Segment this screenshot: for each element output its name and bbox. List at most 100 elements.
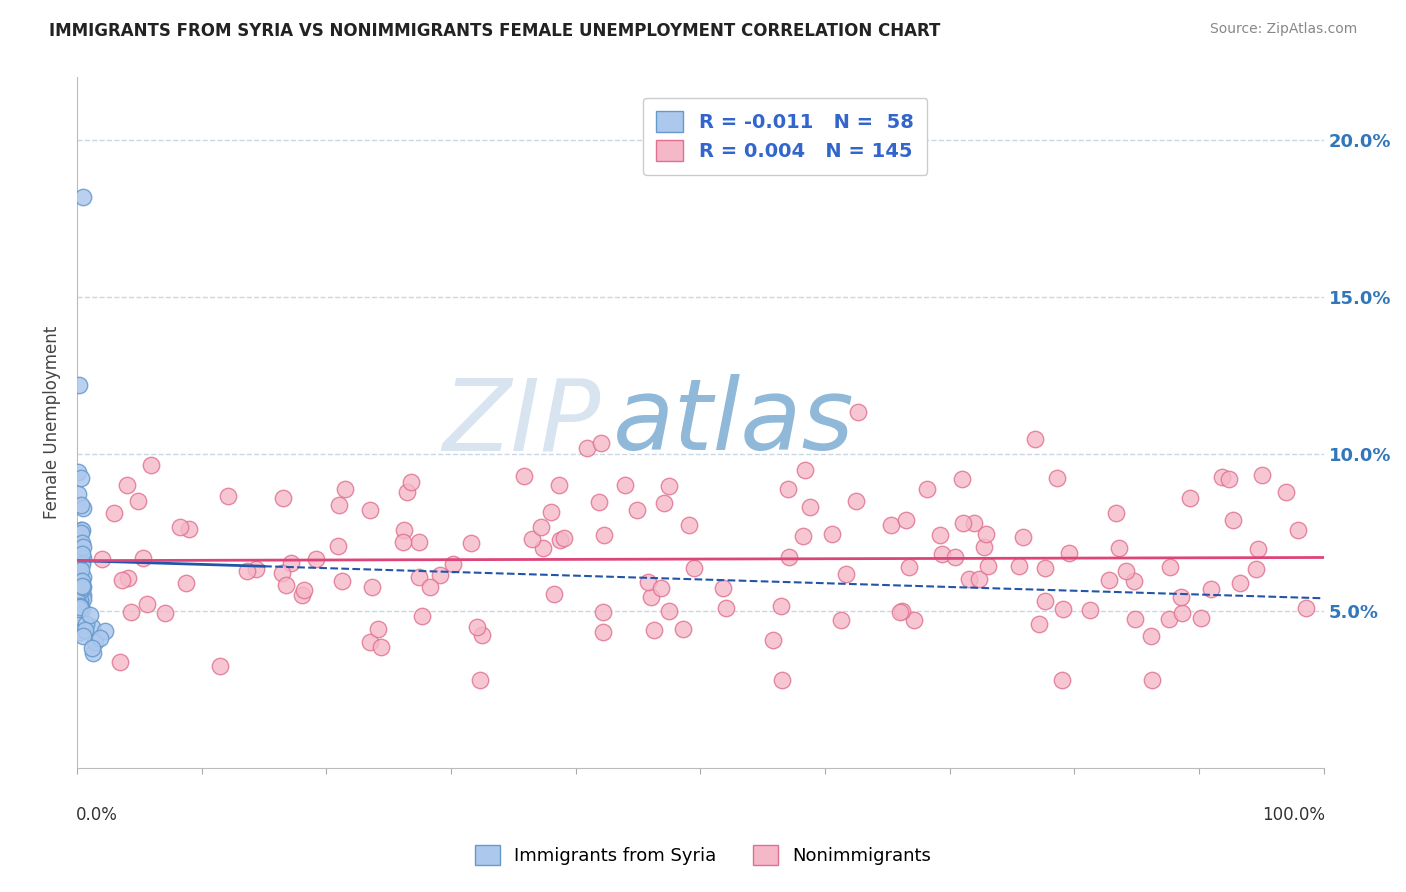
Point [1008, 558, 1031, 573]
Point [520, 532, 543, 546]
Point [291, 588, 314, 602]
Point [588, 495, 610, 509]
Point [1275, 484, 1298, 499]
Point [72, 588, 94, 602]
Point [91, 552, 114, 566]
Point [72, 550, 94, 565]
Point [540, 506, 562, 520]
Point [593, 527, 616, 541]
Text: atlas: atlas [613, 374, 855, 471]
Point [903, 613, 925, 627]
Point [72, 580, 94, 594]
Point [328, 498, 350, 512]
Point [79, 608, 101, 623]
Point [928, 528, 950, 542]
Point [69, 599, 91, 613]
Point [139, 458, 162, 472]
Text: Source: ZipAtlas.com: Source: ZipAtlas.com [1209, 22, 1357, 37]
Point [1033, 594, 1056, 608]
Point [80, 641, 103, 656]
Point [69, 588, 91, 602]
Legend: Immigrants from Syria, Nonimmigrants: Immigrants from Syria, Nonimmigrants [465, 836, 941, 874]
Point [174, 576, 197, 591]
Point [890, 604, 912, 618]
Point [1033, 560, 1056, 574]
Point [711, 582, 734, 596]
Point [835, 567, 858, 582]
Point [411, 609, 433, 624]
Point [419, 580, 441, 594]
Point [1286, 524, 1309, 538]
Point [1247, 541, 1270, 556]
Point [67, 602, 90, 616]
Point [70, 601, 93, 615]
Point [70, 574, 93, 589]
Point [1189, 610, 1212, 624]
Point [1108, 541, 1130, 555]
Point [1122, 574, 1144, 588]
Point [70, 579, 93, 593]
Point [69, 600, 91, 615]
Point [794, 462, 817, 476]
Point [69, 524, 91, 538]
Point [889, 605, 911, 619]
Point [770, 673, 793, 687]
Point [441, 557, 464, 571]
Point [1251, 468, 1274, 483]
Point [103, 506, 125, 520]
Point [1222, 513, 1244, 527]
Point [1201, 582, 1223, 596]
Point [70, 536, 93, 550]
Point [392, 523, 415, 537]
Point [305, 552, 328, 566]
Point [950, 472, 973, 486]
Point [75, 617, 97, 632]
Point [67, 616, 90, 631]
Point [915, 483, 938, 497]
Point [117, 571, 139, 585]
Point [846, 405, 869, 419]
Point [69, 624, 91, 639]
Point [1170, 590, 1192, 604]
Point [66, 588, 89, 602]
Point [67, 587, 90, 601]
Point [1012, 530, 1035, 544]
Point [217, 489, 239, 503]
Point [714, 601, 737, 615]
Point [898, 560, 921, 574]
Point [470, 673, 492, 687]
Point [115, 478, 138, 492]
Point [110, 655, 132, 669]
Point [70, 575, 93, 590]
Point [70, 563, 93, 577]
Point [67, 466, 90, 480]
Point [67, 543, 90, 558]
Point [658, 605, 681, 619]
Point [778, 549, 800, 564]
Point [67, 597, 90, 611]
Point [467, 620, 489, 634]
Point [155, 606, 177, 620]
Point [127, 494, 149, 508]
Point [69, 596, 91, 610]
Point [66, 600, 89, 615]
Point [70, 623, 93, 637]
Point [70, 581, 93, 595]
Point [830, 613, 852, 627]
Point [179, 522, 201, 536]
Point [460, 536, 482, 550]
Point [548, 478, 571, 492]
Point [396, 484, 419, 499]
Point [1229, 576, 1251, 591]
Point [70, 498, 93, 512]
Point [1171, 607, 1194, 621]
Point [471, 628, 494, 642]
Point [280, 556, 302, 570]
Point [120, 606, 142, 620]
Point [93, 624, 115, 638]
Point [169, 520, 191, 534]
Point [208, 659, 231, 673]
Point [963, 516, 986, 531]
Point [274, 577, 297, 591]
Point [683, 561, 706, 575]
